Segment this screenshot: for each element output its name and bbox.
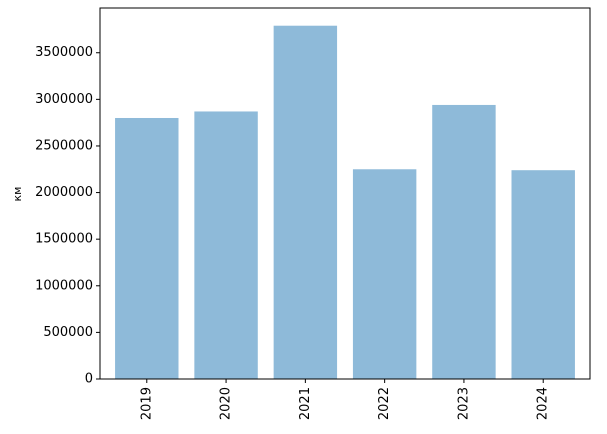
plot-frame xyxy=(99,7,591,380)
y-tick-label: 2000000 xyxy=(35,185,93,200)
bar xyxy=(511,170,575,379)
y-tick-label: 1500000 xyxy=(35,232,93,247)
x-tick-label: 2019 xyxy=(139,387,154,420)
x-tick-label: 2022 xyxy=(377,387,392,420)
y-axis-label: км xyxy=(11,187,24,202)
x-tick-label: 2024 xyxy=(536,387,551,420)
y-tick-label: 2500000 xyxy=(35,138,93,153)
y-tick-label: 3000000 xyxy=(35,92,93,107)
bar xyxy=(273,25,338,379)
y-tick-label: 0 xyxy=(85,372,93,387)
bar xyxy=(194,111,258,379)
x-tick-label: 2021 xyxy=(298,387,313,420)
x-tick-label: 2023 xyxy=(456,387,471,420)
y-tick-label: 1000000 xyxy=(35,278,93,293)
y-tick-label: 3500000 xyxy=(35,45,93,60)
bar xyxy=(352,169,417,379)
x-tick-label: 2020 xyxy=(219,387,234,420)
bar xyxy=(115,117,179,380)
bar xyxy=(432,104,496,379)
y-tick-label: 500000 xyxy=(43,325,93,340)
